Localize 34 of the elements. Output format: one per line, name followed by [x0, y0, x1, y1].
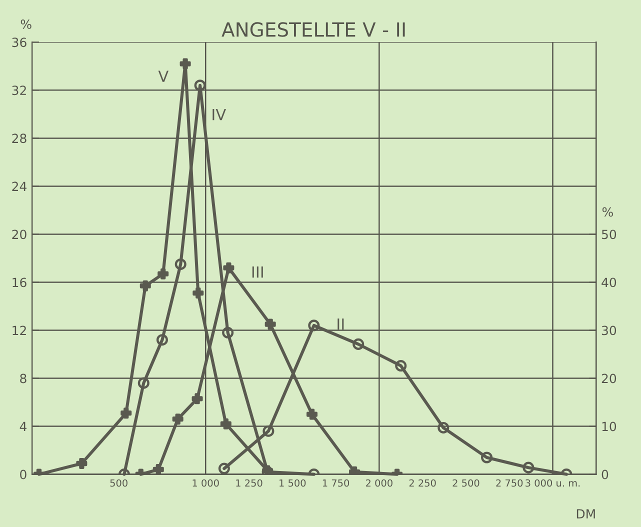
x-tick-label: 2 500	[452, 479, 480, 487]
y-tick-label: 8	[20, 374, 26, 384]
y-tick-label: 12	[12, 326, 26, 335]
y-tick-label: 0	[20, 470, 26, 480]
y2-tick-label: 40	[602, 278, 616, 288]
series-label: V	[158, 70, 169, 82]
series-label: IV	[212, 109, 226, 120]
x-axis-title: DM	[576, 509, 595, 518]
y2-axis-title: %	[602, 207, 613, 217]
y-tick-label: 4	[20, 422, 26, 432]
x-tick-label: 2 250	[409, 479, 436, 487]
x-tick-label: 1 500	[280, 479, 306, 487]
y-tick-label: 32	[12, 86, 26, 96]
x-tick-label: 3 000 u. m.	[526, 479, 580, 487]
series-label: II	[338, 318, 344, 330]
x-tick-label: 1 250	[236, 479, 262, 487]
x-tick-label: 2 000	[366, 479, 392, 487]
x-tick-label: 500	[110, 479, 128, 487]
y2-tick-label: 20	[602, 374, 616, 384]
y-tick-label: 16	[12, 278, 26, 288]
y-tick-label: 20	[12, 230, 26, 240]
y-axis-title: %	[20, 19, 32, 29]
y2-tick-label: 30	[602, 326, 616, 336]
series-label: III	[252, 266, 263, 278]
y2-tick-label: 0	[602, 470, 608, 480]
chart-title: ANGESTELLTE V - II	[222, 22, 405, 37]
y2-tick-label: 50	[602, 230, 616, 240]
y2-tick-label: 10	[602, 422, 616, 432]
y-tick-label: 28	[12, 134, 26, 144]
y-tick-label: 36	[12, 38, 26, 48]
x-tick-label: 1 000	[192, 479, 219, 487]
x-tick-label: 2 750	[496, 479, 523, 487]
x-tick-label: 1 750	[322, 479, 350, 487]
y-tick-label: 24	[12, 182, 26, 191]
